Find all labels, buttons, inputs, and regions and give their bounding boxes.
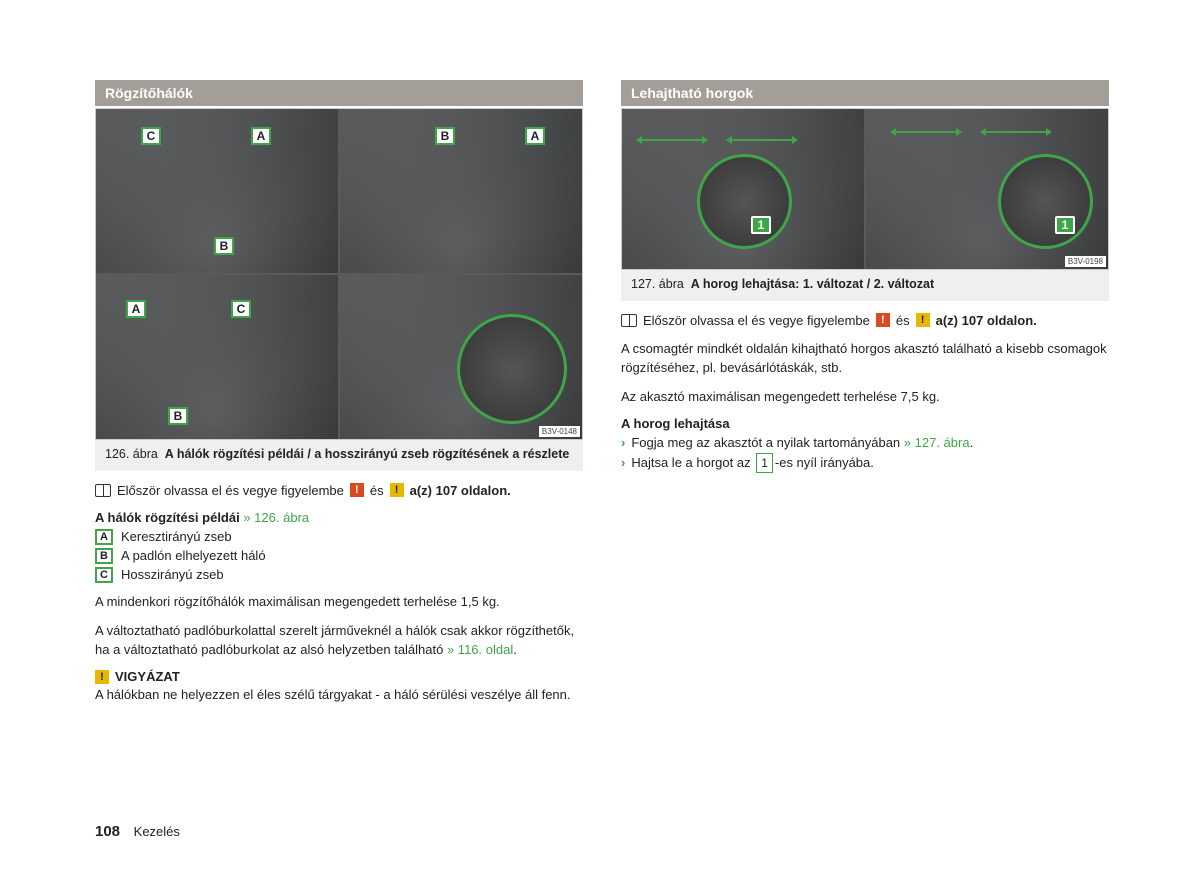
arrow-left	[642, 139, 702, 141]
figure-126-grid: C A B B A A C B	[96, 109, 582, 439]
examples-title-text: A hálók rögzítési példái	[95, 510, 240, 525]
chapter-name: Kezelés	[134, 824, 180, 839]
detail-circle	[457, 314, 567, 424]
section-header-nets: Rögzítőhálók	[95, 80, 583, 106]
read-first-text-c: a(z) 107 oldalon.	[410, 483, 511, 498]
figure-126-panel-1: C A B	[96, 109, 338, 273]
page-link-116: » 116. oldal	[447, 642, 513, 657]
step-1: › Fogja meg az akasztót a nyilak tartomá…	[621, 433, 1109, 453]
warning-icon-orange: !	[876, 313, 890, 327]
step2-a: Hajtsa le a horgot az	[631, 455, 754, 470]
para-floor-note: A változtatható padlóburkolattal szerelt…	[95, 622, 583, 660]
chevron-icon: ›	[621, 453, 625, 473]
marker-a: A	[126, 300, 146, 318]
chevron-icon: ›	[621, 433, 625, 453]
para2-text-b: .	[513, 642, 517, 657]
step1-a: Fogja meg az akasztót a nyilak tartomány…	[631, 435, 903, 450]
examples-link: » 126. ábra	[243, 510, 309, 525]
figure-126-panel-2: B A	[340, 109, 582, 273]
page-number: 108	[95, 823, 120, 840]
caption-text: A horog lehajtása: 1. változat / 2. vált…	[691, 277, 934, 291]
arrow-left	[896, 131, 956, 133]
page-content: Rögzítőhálók C A B B A A C B	[95, 80, 1140, 715]
figure-127-panel-2: 1	[866, 109, 1108, 269]
warning-icon-yellow: !	[390, 483, 404, 497]
warning-icon-orange: !	[350, 483, 364, 497]
para-hooks-load: Az akasztó maximálisan megengedett terhe…	[621, 388, 1109, 407]
caption-prefix: 127. ábra	[631, 277, 684, 291]
para-hooks-desc: A csomagtér mindkét oldalán kihajtható h…	[621, 340, 1109, 378]
detail-circle-1: 1	[697, 154, 792, 249]
legend-text-a: Keresztirányú zseb	[121, 529, 232, 544]
read-first-text-a: Először olvassa el és vegye figyelembe	[117, 483, 344, 498]
read-first-note: Először olvassa el és vegye figyelembe !…	[95, 483, 583, 498]
left-column: Rögzítőhálók C A B B A A C B	[95, 80, 583, 715]
legend-text-b: A padlón elhelyezett háló	[121, 548, 266, 563]
marker-c: C	[231, 300, 251, 318]
caution-head-text: VIGYÁZAT	[115, 669, 180, 684]
caution-body: A hálókban ne helyezzen el éles szélű tá…	[95, 686, 583, 705]
image-code: B3V-0198	[1065, 256, 1106, 267]
figure-127: 1 1 B3V-0198	[621, 108, 1109, 270]
caption-prefix: 126. ábra	[105, 447, 158, 461]
legend-box-c: C	[95, 567, 113, 583]
legend-text-c: Hosszirányú zseb	[121, 567, 224, 582]
figure-126-panel-4	[340, 275, 582, 439]
read-first-note-right: Először olvassa el és vegye figyelembe !…	[621, 313, 1109, 328]
image-code: B3V-0148	[539, 426, 580, 437]
marker-b: B	[435, 127, 455, 145]
read-first-text-c: a(z) 107 oldalon.	[936, 313, 1037, 328]
step-1-text: Fogja meg az akasztót a nyilak tartomány…	[631, 433, 973, 453]
caution-icon: !	[95, 670, 109, 684]
figure-126: C A B B A A C B B3V-0148	[95, 108, 583, 440]
marker-b: B	[214, 237, 234, 255]
step1-b: .	[970, 435, 974, 450]
arrow-right	[732, 139, 792, 141]
marker-b: B	[168, 407, 188, 425]
section-header-hooks: Lehajtható horgok	[621, 80, 1109, 106]
detail-circle-2: 1	[998, 154, 1093, 249]
fig-link-127: » 127. ábra	[904, 435, 970, 450]
legend-row-c: C Hosszirányú zseb	[95, 567, 583, 583]
marker-1: 1	[1055, 216, 1075, 234]
figure-127-caption: 127. ábra A horog lehajtása: 1. változat…	[621, 270, 1109, 301]
marker-a: A	[251, 127, 271, 145]
right-column: Lehajtható horgok 1 1 B3	[621, 80, 1109, 715]
legend-row-a: A Keresztirányú zseb	[95, 529, 583, 545]
inline-box-1: 1	[756, 453, 773, 473]
caption-text: A hálók rögzítési példái / a hosszirányú…	[165, 447, 570, 461]
figure-127-panel-1: 1	[622, 109, 864, 269]
step-2: › Hajtsa le a horgot az 1-es nyíl irányá…	[621, 453, 1109, 473]
examples-subtitle: A hálók rögzítési példái » 126. ábra	[95, 510, 583, 525]
legend-row-b: B A padlón elhelyezett háló	[95, 548, 583, 564]
para-max-load: A mindenkori rögzítőhálók maximálisan me…	[95, 593, 583, 612]
book-icon	[621, 314, 637, 327]
step2-b: -es nyíl irányába.	[775, 455, 874, 470]
marker-a: A	[525, 127, 545, 145]
fold-down-subtitle: A horog lehajtása	[621, 416, 1109, 431]
read-first-text-b: és	[370, 483, 384, 498]
arrow-right	[986, 131, 1046, 133]
figure-127-grid: 1 1	[622, 109, 1108, 269]
legend-box-b: B	[95, 548, 113, 564]
marker-1: 1	[751, 216, 771, 234]
page-footer: 108 Kezelés	[95, 823, 180, 840]
legend-box-a: A	[95, 529, 113, 545]
book-icon	[95, 484, 111, 497]
figure-126-panel-3: A C B	[96, 275, 338, 439]
step-2-text: Hajtsa le a horgot az 1-es nyíl irányába…	[631, 453, 874, 473]
warning-icon-yellow: !	[916, 313, 930, 327]
read-first-text-a: Először olvassa el és vegye figyelembe	[643, 313, 870, 328]
caution-heading: ! VIGYÁZAT	[95, 669, 583, 684]
figure-126-caption: 126. ábra A hálók rögzítési példái / a h…	[95, 440, 583, 471]
marker-c: C	[141, 127, 161, 145]
read-first-text-b: és	[896, 313, 910, 328]
